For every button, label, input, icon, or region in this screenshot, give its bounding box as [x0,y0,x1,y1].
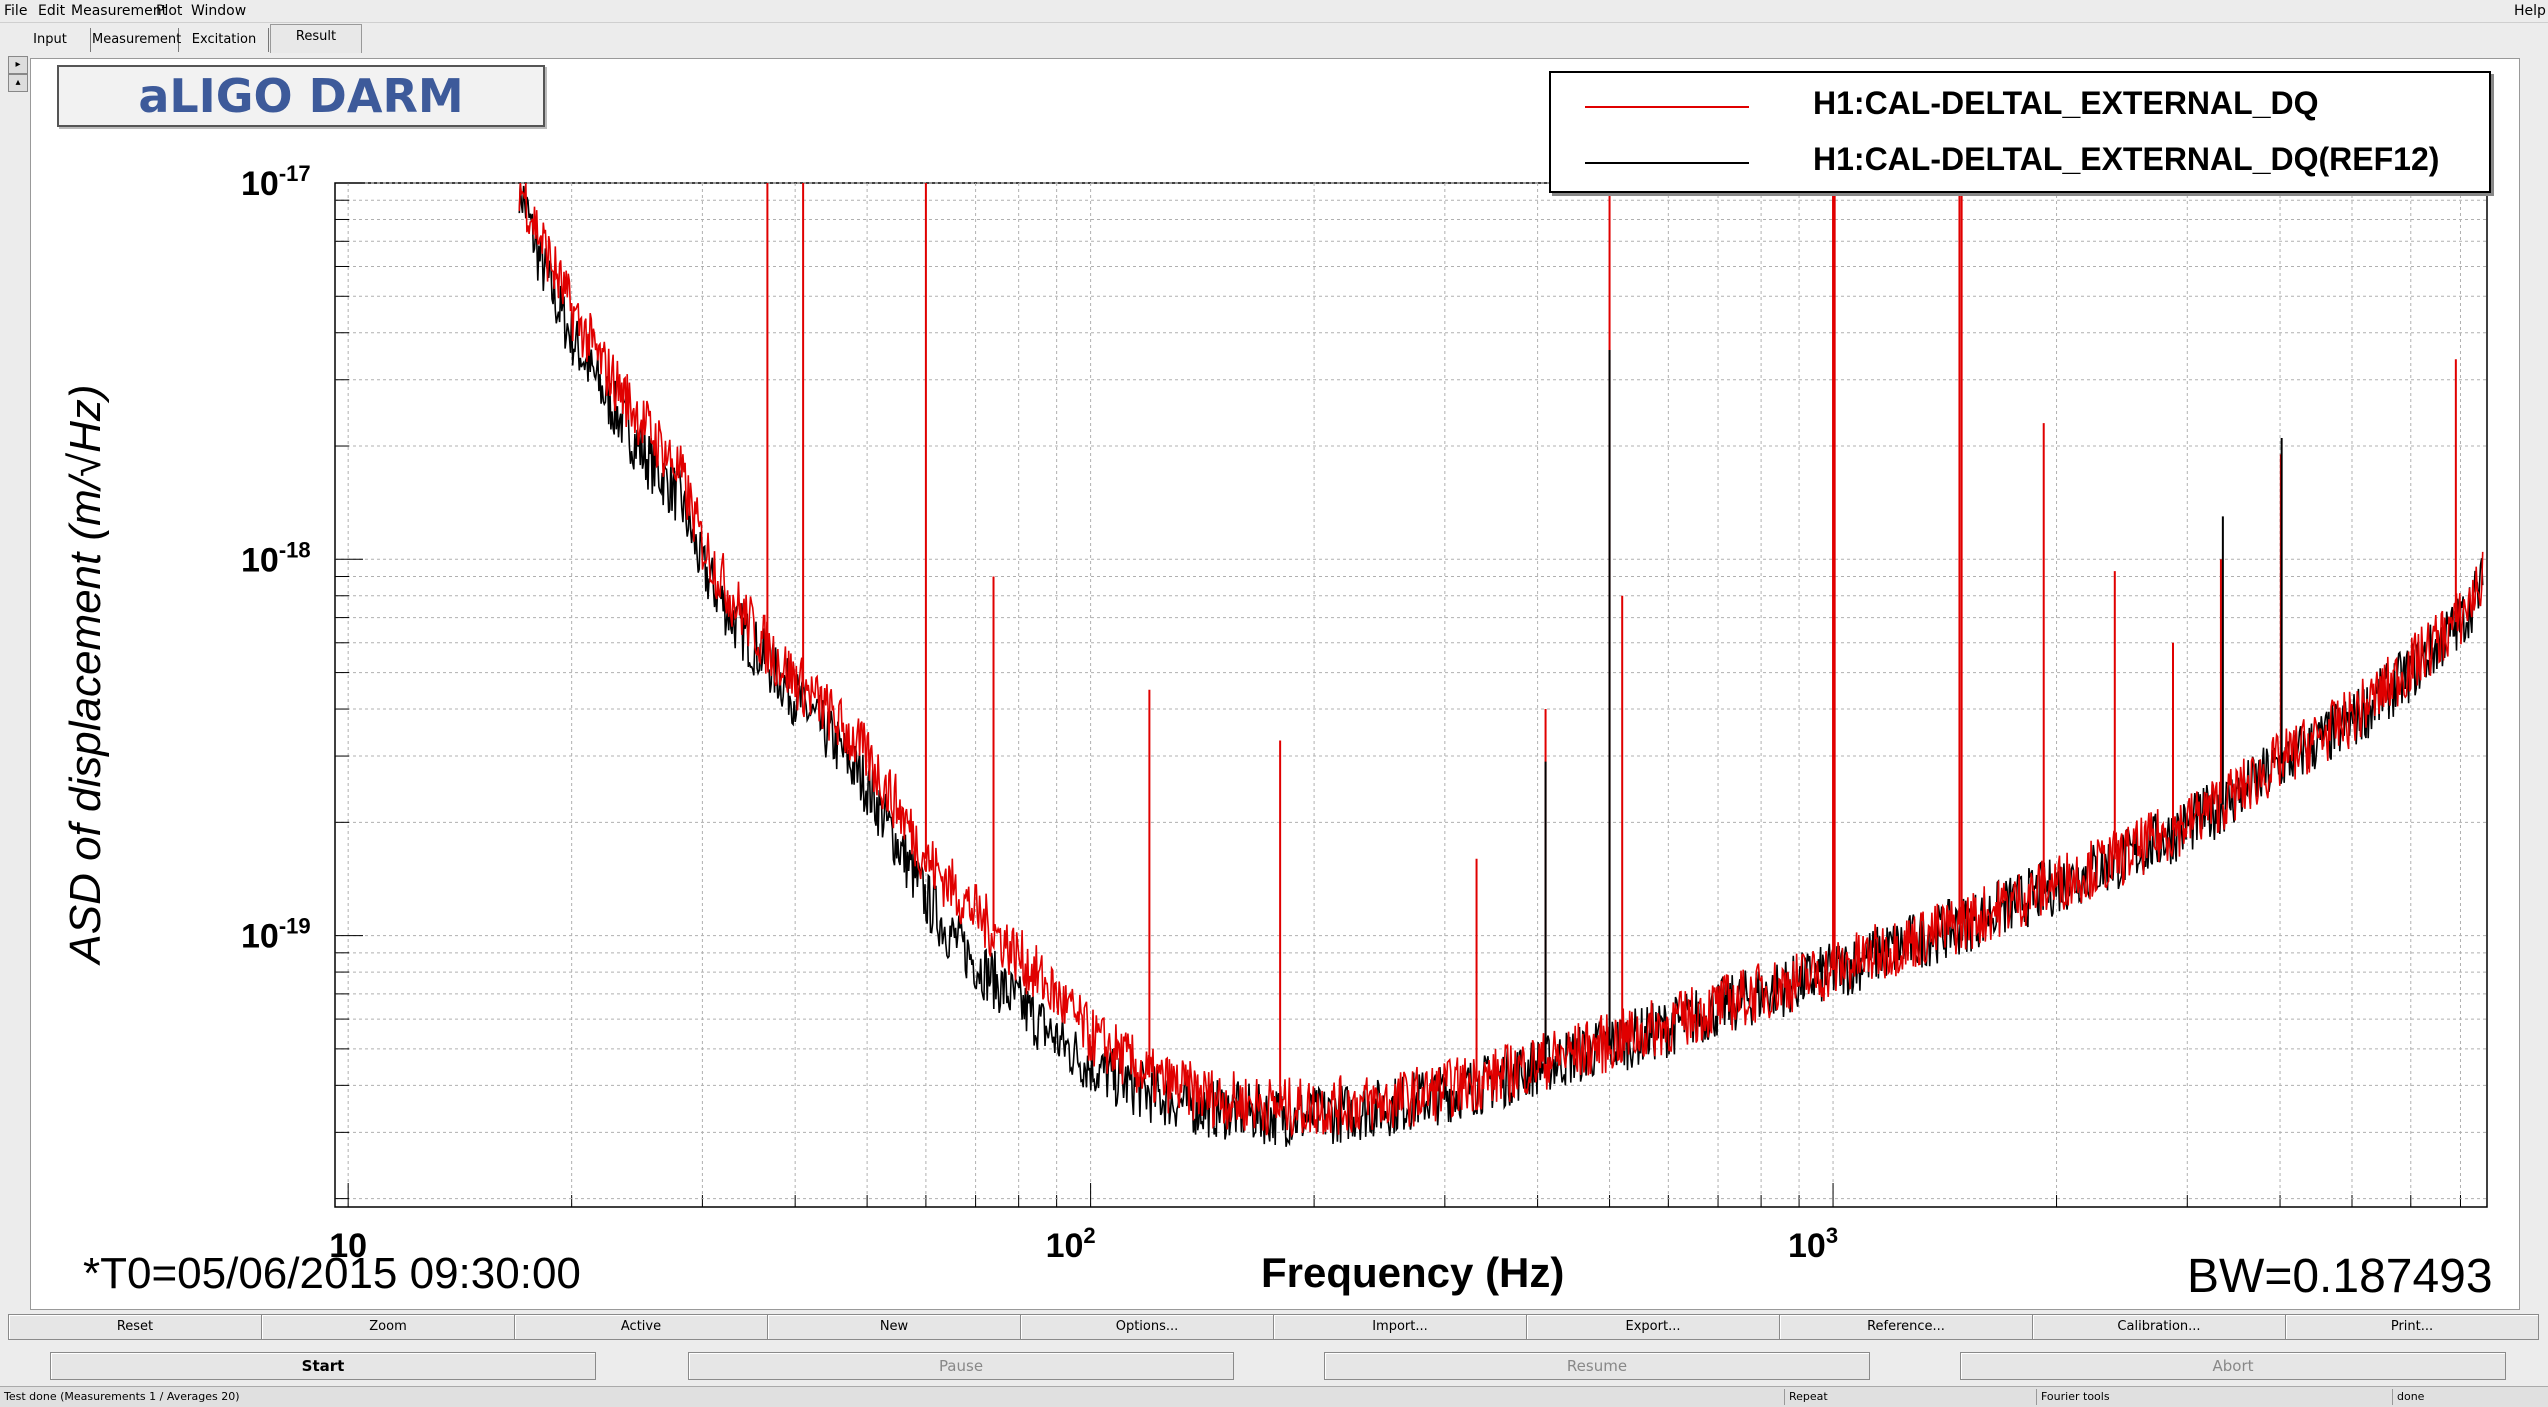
x-tick-label: 103 [1788,1223,1838,1265]
x-tick-label: 102 [1046,1223,1096,1265]
import-button[interactable]: Import... [1273,1314,1527,1340]
tab-result[interactable]: Result [270,24,362,53]
plot-toolbar: Reset Zoom Active New Options... Import.… [8,1314,2539,1340]
status-repeat: Repeat [1784,1389,1828,1405]
menu-help[interactable]: Help [2514,3,2546,19]
pause-button[interactable]: Pause [688,1352,1234,1380]
x-axis-label: Frequency (Hz) [1261,1249,1565,1296]
tab-excitation[interactable]: Excitation [180,28,269,52]
run-controls: Start Pause Resume Abort [8,1352,2538,1382]
new-button[interactable]: New [767,1314,1021,1340]
legend-label: H1:CAL-DELTAL_EXTERNAL_DQ(REF12) [1813,141,2440,177]
tab-input[interactable]: Input [10,28,91,52]
graph-title: aLIGO DARM [138,69,464,123]
pad-right-arrow-icon[interactable]: ▸ [8,56,28,74]
y-tick-label: 10-19 [241,914,311,956]
legend-swatch-red [1585,106,1749,108]
active-button[interactable]: Active [514,1314,768,1340]
bandwidth-label: BW=0.187493 [2187,1250,2493,1303]
y-tick-label: 10-17 [241,161,311,203]
menu-bar: File Edit Measurement Plot Window Help [0,0,2548,23]
legend-entry: H1:CAL-DELTAL_EXTERNAL_DQ(REF12) [1551,135,2489,189]
plot-canvas[interactable]: 10 102 103 10-17 10-18 10-19 aLIGO DARM H1:CA… [30,58,2520,1310]
resume-button[interactable]: Resume [1324,1352,1870,1380]
zoom-button[interactable]: Zoom [261,1314,515,1340]
status-message: Test done (Measurements 1 / Averages 20) [4,1390,240,1403]
menu-window[interactable]: Window [191,3,247,19]
pad-arrows: ▸ ▴ [8,56,28,96]
menu-plot[interactable]: Plot [156,3,183,19]
t0-label: *T0=05/06/2015 09:30:00 [83,1249,581,1298]
plot-frame [334,182,2488,1208]
status-tools: Fourier tools [2036,1389,2110,1405]
menu-measurement[interactable]: Measurement [71,3,168,19]
menu-file[interactable]: File [4,3,28,19]
reference-button[interactable]: Reference... [1779,1314,2033,1340]
legend-swatch-black [1585,162,1749,164]
status-state: done [2392,1389,2424,1405]
abort-button[interactable]: Abort [1960,1352,2506,1380]
status-bar: Test done (Measurements 1 / Averages 20)… [0,1386,2548,1407]
plot-svg[interactable]: 10 102 103 10-17 10-18 10-19 [31,59,2519,1309]
print-button[interactable]: Print... [2285,1314,2539,1340]
export-button[interactable]: Export... [1526,1314,1780,1340]
series-line [518,183,2484,1138]
reset-button[interactable]: Reset [8,1314,262,1340]
legend[interactable]: H1:CAL-DELTAL_EXTERNAL_DQ H1:CAL-DELTAL_… [1549,71,2491,193]
tab-measurement[interactable]: Measurement [92,28,181,52]
calibration-button[interactable]: Calibration... [2032,1314,2286,1340]
options-button[interactable]: Options... [1020,1314,1274,1340]
menu-edit[interactable]: Edit [38,3,66,19]
tab-bar: Input Measurement Excitation Result [0,24,2548,54]
x-tick-label: 10 [329,1227,367,1265]
y-axis-label: ASD of displacement (m/√Hz) [61,384,110,964]
graph-title-box: aLIGO DARM [57,65,545,127]
legend-entry: H1:CAL-DELTAL_EXTERNAL_DQ [1551,79,2489,133]
legend-label: H1:CAL-DELTAL_EXTERNAL_DQ [1813,85,2319,121]
pad-up-arrow-icon[interactable]: ▴ [8,74,28,92]
y-tick-label: 10-18 [241,537,311,579]
start-button[interactable]: Start [50,1352,596,1380]
